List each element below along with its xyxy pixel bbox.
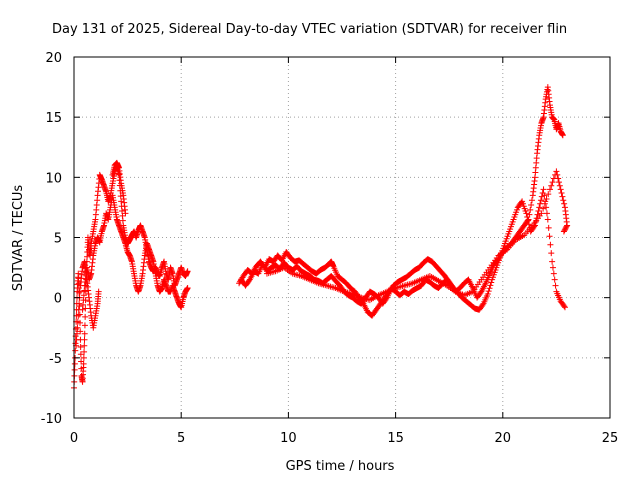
tick-labels: 0 5 10 15 20 25 -10 -5 0 5 10 15 20 (41, 51, 619, 446)
chart-title: Day 131 of 2025, Sidereal Day-to-day VTE… (52, 22, 567, 37)
y-tick-label: 20 (45, 51, 62, 66)
data-points (71, 84, 571, 391)
y-tick-label: 0 (54, 292, 62, 307)
y-tick-label: -10 (41, 412, 62, 427)
y-axis-label: SDTVAR / TECUs (11, 185, 26, 292)
y-tick-label: 5 (54, 232, 62, 247)
data-point-markers (73, 258, 102, 349)
y-tick-label: 10 (45, 171, 62, 186)
data-point-markers (109, 159, 129, 217)
x-tick-label: 15 (387, 431, 404, 446)
grid-lines (74, 57, 610, 418)
x-tick-label: 20 (495, 431, 512, 446)
x-tick-label: 10 (280, 431, 297, 446)
y-tick-label: -5 (49, 352, 62, 367)
x-axis-label: GPS time / hours (286, 459, 395, 474)
data-point-markers (79, 192, 191, 313)
data-point-markers (263, 168, 571, 304)
x-tick-label: 25 (602, 431, 619, 446)
x-tick-label: 0 (70, 431, 78, 446)
x-tick-label: 5 (177, 431, 185, 446)
axis-ticks (73, 56, 611, 419)
y-tick-label: 15 (45, 111, 62, 126)
